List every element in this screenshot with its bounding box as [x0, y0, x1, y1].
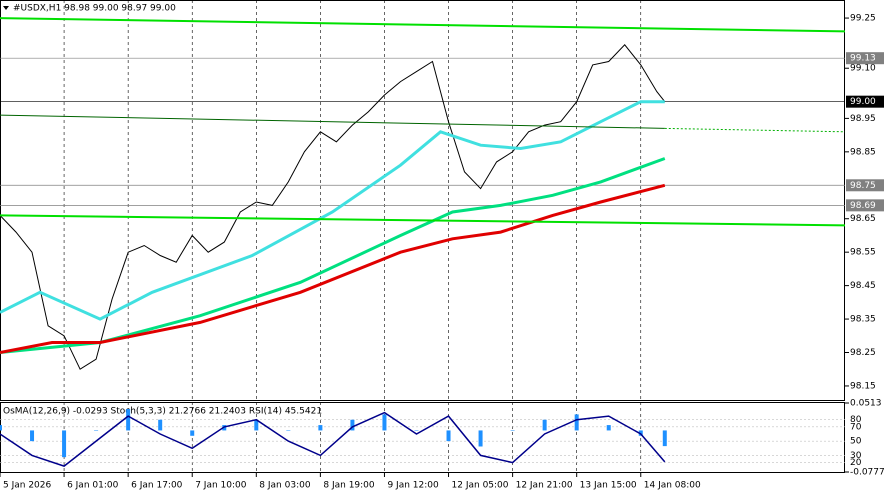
- x-tick-label: 5 Jan 2026: [3, 481, 51, 491]
- osma-bar: [478, 430, 483, 447]
- series-line: [0, 100, 665, 321]
- main-frame: [0, 0, 845, 401]
- y-tick-label: 20: [850, 458, 862, 468]
- osma-bar: [510, 430, 515, 431]
- stoch-line: [0, 411, 666, 467]
- y-tick-label: 98.35: [850, 315, 876, 325]
- osma-bar: [62, 430, 67, 458]
- y-tick-label: 98.45: [850, 281, 876, 291]
- series-line: [0, 157, 666, 354]
- x-tick-label: 8 Jan 03:00: [259, 481, 311, 491]
- osma-bar: [638, 430, 643, 436]
- price-label: 99.13: [850, 54, 876, 64]
- x-tick-label: 6 Jan 17:00: [131, 481, 183, 491]
- y-tick-label: 99.25: [850, 14, 876, 24]
- series-line: [0, 214, 846, 227]
- y-tick-label: 30: [850, 451, 862, 461]
- indicator-title: OsMA(12,26,9) -0.0293 Stoch(5,3,3) 21.27…: [3, 407, 322, 417]
- price-label: 98.69: [850, 201, 876, 211]
- y-tick-label: 70: [850, 422, 862, 432]
- x-tick-label: 14 Jan 08:00: [644, 481, 701, 491]
- y2-tick-label: 0.0513: [850, 399, 882, 409]
- price-label-box: [846, 52, 884, 65]
- series-line: [0, 44, 666, 370]
- osma-bar: [574, 414, 579, 431]
- osma-bar: [254, 419, 259, 431]
- y2-tick-label: -0.0777: [850, 468, 884, 478]
- series-line: [0, 17, 846, 33]
- osma-bar: [126, 409, 131, 431]
- y-tick-label: 50: [850, 437, 862, 447]
- osma-bar: [30, 430, 35, 442]
- chart-title: #USDX,H1 98.98 99.00 98.97 99.00: [13, 4, 176, 14]
- series-line: [0, 114, 665, 129]
- osma-bar: [446, 430, 451, 442]
- x-tick-label: 12 Jan 05:00: [452, 481, 509, 491]
- y-tick-label: 98.15: [850, 381, 876, 391]
- series-line: [0, 183, 666, 354]
- price-label-box: [846, 179, 884, 192]
- sub-frame: [0, 402, 845, 473]
- osma-bar: [414, 430, 419, 431]
- y-tick-label: 98.25: [850, 348, 876, 358]
- y-tick-label: 98.95: [850, 114, 876, 124]
- y-tick-label: 98.85: [850, 147, 876, 157]
- price-label: 98.75: [850, 181, 876, 191]
- y-tick-label: 98.65: [850, 214, 876, 224]
- y-tick-label: 80: [850, 415, 862, 425]
- y-tick-label: 99.10: [850, 64, 876, 74]
- x-tick-label: 7 Jan 10:00: [195, 481, 247, 491]
- x-tick-label: 8 Jan 19:00: [323, 481, 375, 491]
- osma-bar: [318, 425, 323, 431]
- x-tick-label: 9 Jan 12:00: [387, 481, 439, 491]
- osma-bar: [350, 419, 355, 431]
- osma-bar: [542, 419, 547, 431]
- osma-bar: [606, 425, 611, 431]
- osma-bar: [286, 430, 291, 431]
- series-line: [664, 127, 846, 133]
- osma-bar: [158, 419, 163, 431]
- osma-bar: [0, 425, 2, 431]
- x-tick-label: 6 Jan 01:00: [67, 481, 119, 491]
- y-tick-label: 98.55: [850, 248, 876, 258]
- price-label-box: [846, 199, 884, 212]
- x-tick-label: 13 Jan 15:00: [580, 481, 637, 491]
- osma-bar: [190, 430, 195, 436]
- osma-bar: [382, 414, 387, 431]
- osma-bar: [94, 430, 99, 431]
- price-label-box: [846, 95, 884, 108]
- osma-bar: [662, 430, 667, 447]
- price-label: 99.00: [850, 97, 876, 107]
- menu-arrow[interactable]: [3, 6, 9, 10]
- x-tick-label: 12 Jan 21:00: [516, 481, 573, 491]
